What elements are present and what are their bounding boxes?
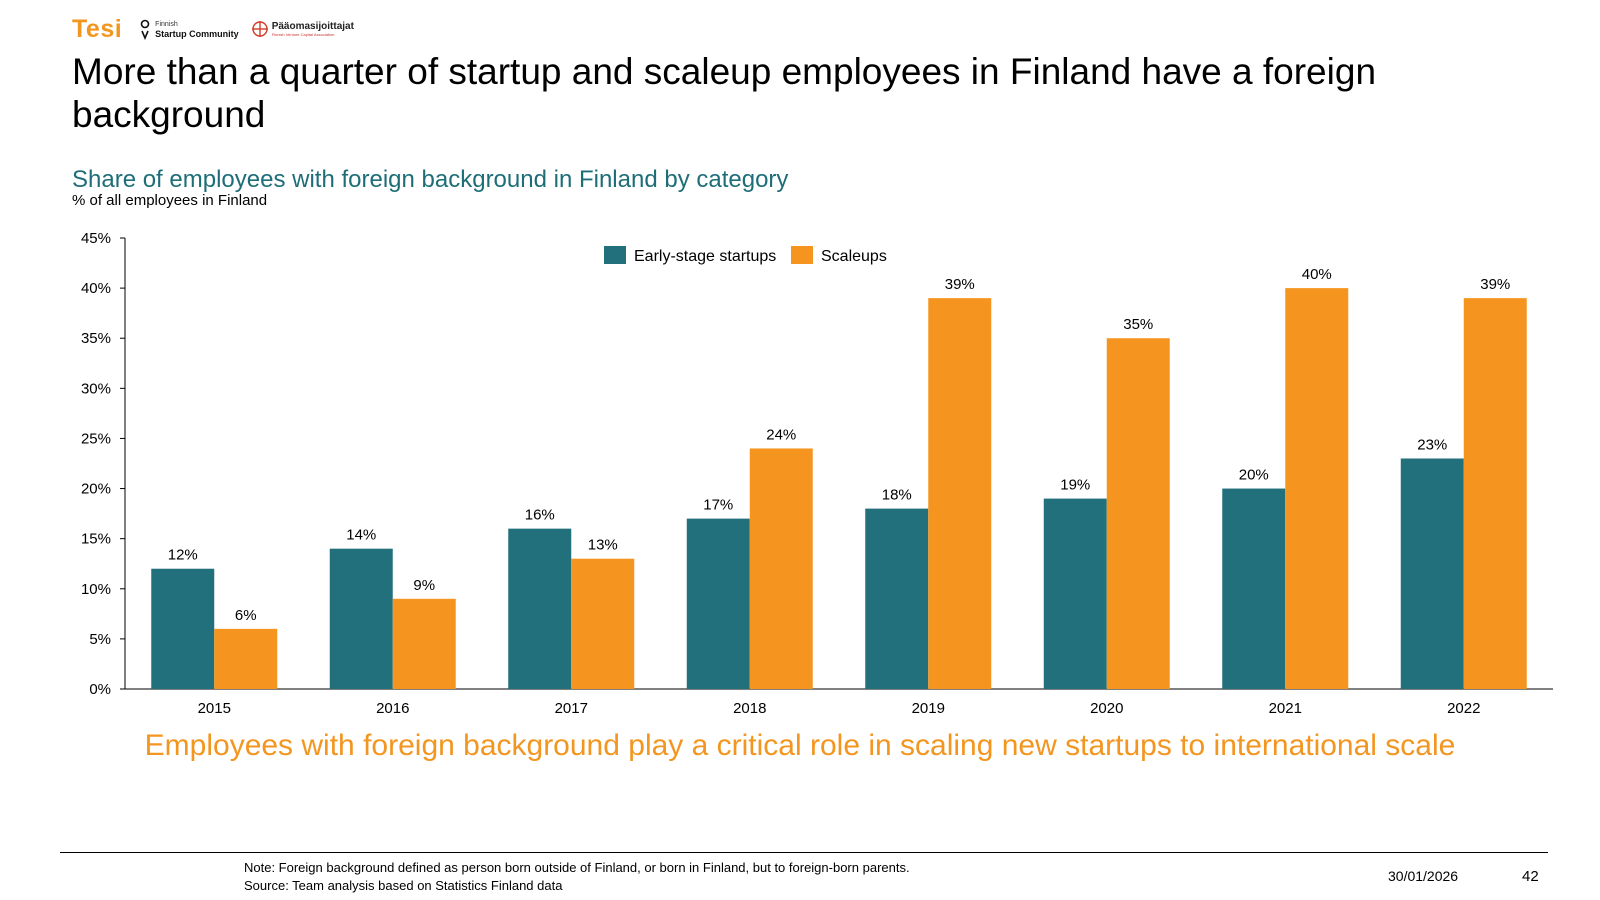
bar-scaleups-2016	[392, 598, 456, 689]
page-number: 42	[1522, 868, 1539, 885]
conclusion-text: Employees with foreign background play a…	[144, 729, 1456, 762]
data-label-early-stage-2020: 19%	[1060, 477, 1090, 494]
data-label-scaleups-2017: 13%	[588, 537, 618, 554]
x-tick-label: 2020	[1090, 700, 1123, 717]
fvca-logo-main-text: Pääomasijoittajat	[271, 21, 354, 32]
data-label-scaleups-2018: 24%	[766, 426, 796, 443]
x-tick-label: 2019	[912, 700, 945, 717]
fvca-logo-small-text: Finnish Venture Capital Association	[271, 32, 335, 37]
paaomasijoittajat-logo: Pääomasijoittajat Finnish Venture Capita…	[251, 20, 354, 38]
bar-scaleups-2015	[214, 628, 278, 689]
bar-early-stage-2020	[1043, 498, 1107, 689]
x-tick-label: 2021	[1269, 700, 1302, 717]
footer-divider	[60, 852, 1548, 853]
chart-unit-label: % of all employees in Finland	[72, 192, 268, 209]
bar-early-stage-2021	[1222, 488, 1286, 689]
bar-early-stage-2017	[508, 528, 572, 689]
data-label-early-stage-2019: 18%	[882, 487, 912, 504]
fvca-symbol-icon	[251, 21, 268, 37]
y-tick-label: 20%	[81, 481, 111, 498]
bar-early-stage-2022	[1400, 458, 1464, 689]
y-tick-label: 40%	[81, 280, 111, 297]
y-tick-label: 10%	[81, 581, 111, 598]
data-label-scaleups-2015: 6%	[235, 607, 257, 624]
source-text: Source: Team analysis based on Statistic…	[244, 878, 563, 893]
finnish-startup-community-logo: Finnish Startup Community	[140, 18, 239, 40]
data-label-scaleups-2021: 40%	[1302, 266, 1332, 283]
x-tick-label: 2018	[733, 700, 766, 717]
data-label-scaleups-2016: 9%	[413, 577, 435, 594]
bar-scaleups-2017	[571, 558, 635, 689]
data-label-early-stage-2022: 23%	[1417, 436, 1447, 453]
note-text: Note: Foreign background defined as pers…	[244, 860, 910, 875]
y-tick-label: 15%	[81, 531, 111, 548]
tesi-logo: Tesi	[72, 14, 123, 43]
data-label-scaleups-2022: 39%	[1480, 276, 1510, 293]
chart-title: Share of employees with foreign backgrou…	[72, 166, 789, 193]
x-tick-label: 2022	[1447, 700, 1480, 717]
bar-early-stage-2019	[865, 508, 929, 689]
fsc-symbol-icon	[140, 19, 150, 40]
bar-scaleups-2019	[928, 298, 992, 689]
x-tick-label: 2015	[198, 700, 231, 717]
bar-scaleups-2020	[1106, 338, 1170, 689]
bar-early-stage-2018	[686, 518, 750, 689]
bar-early-stage-2016	[329, 548, 393, 689]
y-tick-label: 35%	[81, 330, 111, 347]
y-tick-label: 30%	[81, 380, 111, 397]
data-label-early-stage-2016: 14%	[346, 527, 376, 544]
y-tick-label: 5%	[89, 631, 111, 648]
logo-bar: Tesi Finnish Startup Community Pääomasij…	[72, 14, 354, 44]
y-tick-label: 45%	[81, 230, 111, 247]
bar-scaleups-2021	[1285, 288, 1349, 689]
x-tick-label: 2016	[376, 700, 409, 717]
y-tick-label: 25%	[81, 430, 111, 447]
footer-note: Note: Foreign background defined as pers…	[244, 859, 910, 895]
legend-swatch-scaleups	[791, 246, 813, 264]
bar-early-stage-2015	[151, 568, 215, 689]
bar-scaleups-2022	[1463, 298, 1527, 689]
fsc-logo-small-text: Finnish	[155, 20, 178, 28]
data-label-scaleups-2019: 39%	[945, 276, 975, 293]
legend-swatch-early-stage	[604, 246, 626, 264]
data-label-early-stage-2015: 12%	[168, 547, 198, 564]
slide-date: 30/01/2026	[1388, 868, 1459, 884]
fsc-logo-main-text: Startup Community	[155, 28, 239, 39]
legend-label-early-stage: Early-stage startups	[634, 248, 776, 265]
legend-label-scaleups: Scaleups	[821, 248, 887, 265]
data-label-early-stage-2018: 17%	[703, 497, 733, 514]
data-label-scaleups-2020: 35%	[1123, 316, 1153, 333]
page-title: More than a quarter of startup and scale…	[72, 51, 1377, 135]
data-label-early-stage-2021: 20%	[1239, 467, 1269, 484]
bar-scaleups-2018	[749, 448, 813, 689]
data-label-early-stage-2017: 16%	[525, 507, 555, 524]
bar-chart: 0% 5% 10% 15% 20% 25% 30% 35% 40% 45% 12% 6% 2015 14%…	[81, 230, 1553, 717]
y-tick-label: 0%	[89, 681, 111, 698]
x-tick-label: 2017	[555, 700, 588, 717]
